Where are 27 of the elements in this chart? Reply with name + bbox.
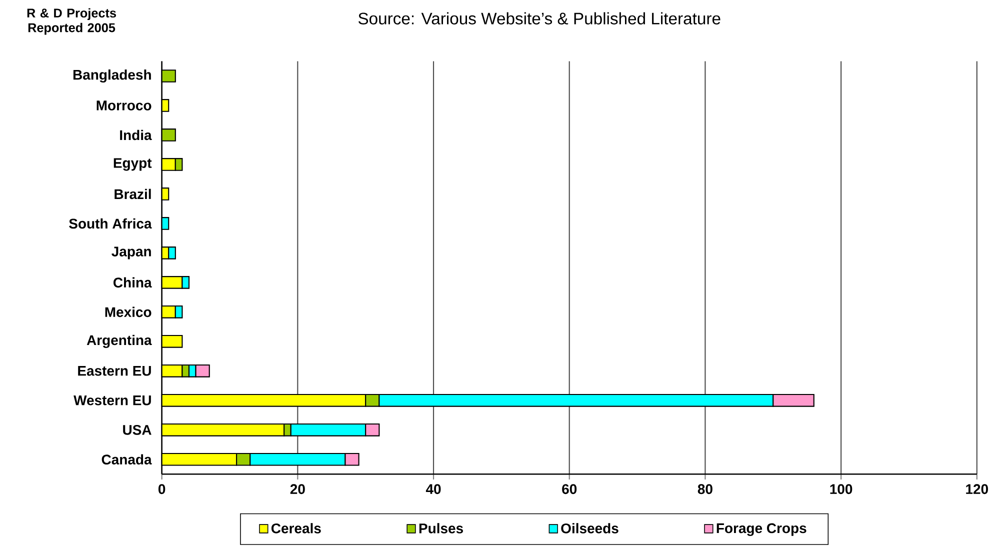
y-tick-label: South Africa [69,218,152,228]
y-tick-label: Japan [112,246,151,260]
x-tick-label: 120 [966,484,988,494]
y-tick-label: India [120,130,152,140]
legend-label: Oilseeds [561,522,618,534]
y-tick-label: Eastern EU [78,366,151,376]
legend-label: Cereals [271,522,321,534]
legend-label: Forage Crops [716,523,806,536]
y-tick-label: Mexico [105,306,152,317]
y-tick-label: USA [123,424,152,435]
x-tick-label: 80 [698,484,712,494]
x-tick-label: 0 [158,484,166,494]
y-tick-label: Canada [102,454,152,464]
y-tick-label: Western EU [74,395,151,406]
x-tick-label: 20 [290,484,305,494]
x-tick-label: 40 [426,484,441,494]
y-tick-label: Brazil [114,188,151,199]
y-tick-label: Bangladesh [73,69,151,82]
y-tick-label: China [114,277,152,288]
y-tick-label: Egypt [114,158,152,171]
x-tick-label: 100 [830,484,852,494]
legend-label: Pulses [419,522,463,534]
source-note: Source: Various Website’s & Published Literature [358,12,720,24]
y-tick-label: Morroco [96,100,152,110]
x-tick-label: 60 [562,484,577,494]
y-tick-label: Argentina [86,334,152,348]
chart-title: R & D Projects Reported 2005 [27,8,116,35]
